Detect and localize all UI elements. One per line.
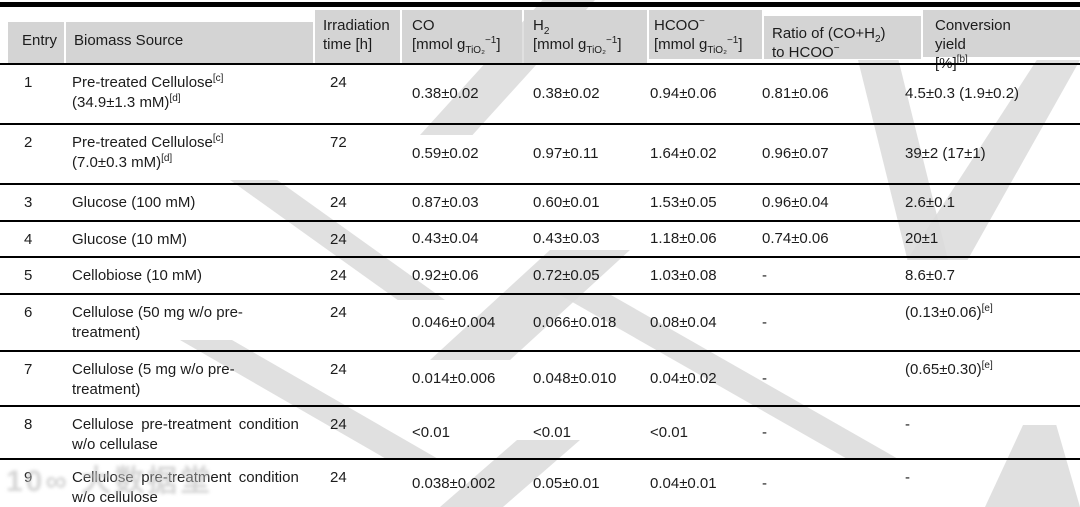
cell-ratio: 0.96±0.07 [762, 145, 829, 162]
cell-ratio: 0.81±0.06 [762, 85, 829, 102]
table-row: 2 Pre-treated Cellulose[c] (7.0±0.3 mM)[d]… [0, 125, 1080, 185]
table-header: Entry Biomass Source Irradiation time [h]… [0, 10, 1080, 72]
cell-biomass: Pre-treated Cellulose[c] (7.0±0.3 mM)[d] [72, 133, 224, 172]
cell-co: <0.01 [412, 423, 450, 441]
cell-ratio: - [762, 423, 767, 441]
column-header-h2: H2 [mmol gTiO₂−1] [524, 10, 647, 63]
cell-biomass: Cellulose (5 mg w/o pre-treatment) [72, 361, 235, 398]
brand-watermark-logo: 10∞ [6, 465, 70, 498]
cell-co: 0.014±0.006 [412, 369, 496, 387]
cell-conversion: (0.65±0.30)[e] [905, 360, 993, 379]
cell-biomass: Cellulose pre-treatment condition w/o cel… [72, 416, 299, 453]
table-row: 3 Glucose (100 mM) 24 0.87±0.03 0.60±0.01 1.5… [0, 185, 1080, 222]
cell-time: 72 [330, 134, 347, 151]
cell-time: 24 [330, 231, 347, 248]
cell-hcoo: 1.53±0.05 [650, 193, 717, 211]
cell-conversion: 4.5±0.3 (1.9±0.2) [905, 85, 1020, 102]
cell-ratio: 0.74±0.06 [762, 230, 829, 247]
cell-hcoo: 1.64±0.02 [650, 145, 717, 162]
cell-h2: 0.97±0.11 [533, 145, 599, 162]
cell-co: 0.87±0.03 [412, 193, 479, 211]
cell-time: 24 [330, 194, 347, 211]
cell-h2: <0.01 [533, 423, 571, 441]
cell-h2: 0.43±0.03 [533, 230, 600, 247]
column-header-irradiation: Irradiation time [h] [315, 10, 400, 63]
table-row: 6 Cellulose (50 mg w/o pre-treatment) 24 0.… [0, 295, 1080, 352]
cell-entry: 4 [24, 231, 33, 248]
column-header-ratio: Ratio of (CO+H2) to HCOO− [764, 16, 921, 61]
cell-conversion: - [905, 469, 910, 486]
cell-co: 0.38±0.02 [412, 85, 479, 102]
cell-biomass: Pre-treated Cellulose[c] (34.9±1.3 mM)[d] [72, 73, 224, 112]
cell-biomass: Cellulose (50 mg w/o pre-treatment) [72, 304, 243, 341]
cell-time: 24 [330, 74, 347, 91]
cell-ratio: 0.96±0.04 [762, 193, 829, 211]
cell-entry: 1 [24, 74, 33, 91]
column-header-entry: Entry [8, 22, 64, 63]
cell-ratio: - [762, 313, 767, 331]
cell-hcoo: 0.04±0.02 [650, 369, 717, 387]
table-row: 7 Cellulose (5 mg w/o pre-treatment) 24 0.0… [0, 352, 1080, 407]
cell-biomass: Cellobiose (10 mM) [72, 267, 203, 284]
cell-co: 0.92±0.06 [412, 266, 479, 284]
cell-ratio: - [762, 266, 767, 284]
cell-hcoo: 1.18±0.06 [650, 230, 717, 247]
cell-h2: 0.72±0.05 [533, 266, 600, 284]
cell-conversion: - [905, 416, 910, 433]
brand-watermark-text: 大数据堂 [81, 465, 214, 498]
cell-entry: 5 [24, 267, 33, 284]
cell-co: 0.59±0.02 [412, 145, 479, 162]
table-row: 4 Glucose (10 mM) 24 0.43±0.04 0.43±0.03 1.18… [0, 222, 1080, 258]
table-body: 1 Pre-treated Cellulose[c] (34.9±1.3 mM)[d… [0, 63, 1080, 507]
cell-ratio: - [762, 475, 767, 492]
cell-entry: 2 [24, 134, 33, 151]
cell-hcoo: 0.08±0.04 [650, 313, 717, 331]
cell-time: 24 [330, 416, 347, 433]
cell-time: 24 [330, 469, 347, 486]
cell-co: 0.046±0.004 [412, 313, 496, 331]
column-header-biomass: Biomass Source [66, 22, 313, 63]
cell-biomass: Glucose (100 mM) [72, 194, 196, 211]
cell-h2: 0.048±0.010 [533, 369, 617, 387]
cell-hcoo: <0.01 [650, 423, 688, 441]
brand-watermark: 10∞ 大数据堂 [6, 456, 213, 500]
table-row: 1 Pre-treated Cellulose[c] (34.9±1.3 mM)[d… [0, 65, 1080, 125]
cell-entry: 6 [24, 304, 33, 321]
cell-time: 24 [330, 304, 347, 321]
cell-hcoo: 1.03±0.08 [650, 266, 717, 284]
cell-biomass: Cellulose pre-treatment condition w/o cel… [72, 469, 299, 506]
cell-entry: 7 [24, 361, 33, 378]
table-row: 9 Cellulose pre-treatment condition w/o ce… [0, 460, 1080, 507]
column-header-hcoo: HCOO− [mmol gTiO₂−1] [649, 10, 762, 59]
cell-co: 0.43±0.04 [412, 230, 479, 247]
cell-time: 24 [330, 267, 347, 284]
cell-h2: 0.38±0.02 [533, 85, 600, 102]
cell-conversion: 20±1 [905, 230, 939, 247]
cell-h2: 0.066±0.018 [533, 313, 617, 331]
cell-biomass: Glucose (10 mM) [72, 231, 188, 248]
cell-h2: 0.60±0.01 [533, 193, 600, 211]
cell-entry: 8 [24, 416, 33, 433]
cell-h2: 0.05±0.01 [533, 475, 600, 492]
table-row: 5 Cellobiose (10 mM) 24 0.92±0.06 0.72±0.05 1… [0, 258, 1080, 295]
table-top-rule [0, 2, 1080, 7]
cell-co: 0.038±0.002 [412, 475, 496, 492]
table-row: 8 Cellulose pre-treatment condition w/o ce… [0, 407, 1080, 460]
cell-hcoo: 0.04±0.01 [650, 475, 717, 492]
cell-conversion: 39±2 (17±1) [905, 145, 986, 162]
cell-conversion: (0.13±0.06)[e] [905, 303, 993, 322]
cell-entry: 3 [24, 194, 33, 211]
column-header-co: CO [mmol gTiO₂−1] [402, 10, 522, 63]
cell-conversion: 2.6±0.1 [905, 193, 955, 211]
cell-time: 24 [330, 361, 347, 378]
cell-ratio: - [762, 369, 767, 387]
cell-hcoo: 0.94±0.06 [650, 85, 717, 102]
cell-conversion: 8.6±0.7 [905, 266, 955, 284]
column-header-conversion: Conversion yield [%][b] [923, 10, 1080, 72]
cell-entry: 9 [24, 469, 33, 486]
